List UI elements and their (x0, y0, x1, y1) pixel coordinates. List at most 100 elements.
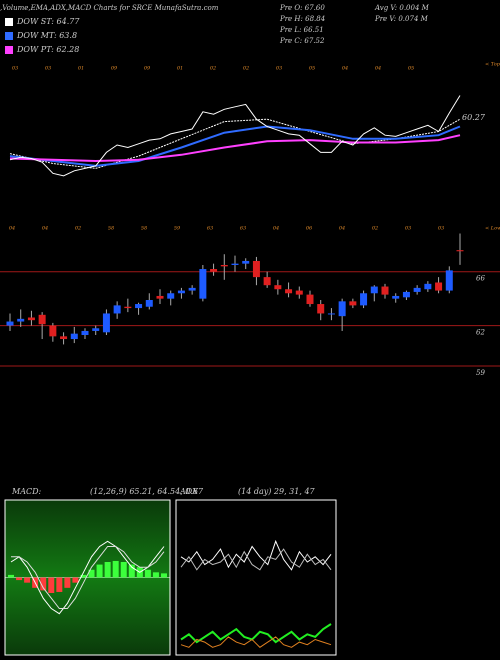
histogram-bar (120, 562, 127, 578)
date-label: 03 (405, 226, 411, 232)
candle-body (145, 300, 153, 307)
candle-body (60, 336, 68, 340)
legend-text: DOW MT: 63.8 (16, 31, 77, 40)
candle-body (435, 282, 443, 291)
histogram-bar (161, 573, 167, 578)
macd-label: MACD: (11, 487, 42, 496)
candle-body (92, 328, 100, 331)
candle-body (370, 286, 378, 294)
adx-label: ADX (179, 487, 198, 496)
date-label: 58 (108, 226, 114, 232)
histogram-bar (80, 574, 87, 578)
candle-body (70, 333, 78, 340)
date-label: 06 (306, 226, 313, 232)
adx-params: (14 day) 29, 31, 47 (238, 487, 316, 496)
info-text: Pre V: 0.074 M (374, 15, 429, 23)
date-label: 04 (9, 226, 15, 232)
date-label: 03 (276, 66, 282, 72)
date-label: 58 (141, 226, 147, 232)
adx-line (180, 623, 332, 644)
info-text: Pre H: 68.84 (279, 15, 325, 23)
tops-label: < Tops (485, 62, 500, 68)
histogram-bar (56, 577, 63, 592)
ema-line (9, 125, 461, 167)
date-label: 03 (12, 66, 18, 72)
candle-body (424, 283, 432, 290)
candle-body (327, 313, 335, 315)
adx-panel (175, 499, 337, 656)
date-label: 04 (375, 66, 381, 72)
candle-body (349, 301, 357, 306)
candle-body (338, 301, 346, 317)
histogram-bar (144, 569, 151, 578)
histogram-bar (72, 577, 79, 583)
histogram-bar (48, 577, 55, 593)
candle-body (252, 260, 260, 278)
y-tick-label: 59 (476, 369, 485, 377)
candle-body (210, 269, 218, 272)
info-text: Pre C: 67.52 (279, 37, 325, 45)
candle-body (27, 317, 35, 321)
candle-body (242, 260, 250, 264)
candle-body (402, 291, 410, 298)
histogram-bar (112, 560, 119, 578)
date-label: 05 (309, 66, 315, 72)
date-label: 02 (372, 226, 378, 232)
candle-body (445, 270, 453, 291)
candle-body (295, 290, 303, 295)
info-text: Avg V: 0.004 M (374, 4, 430, 12)
info-text: Pre L: 66.51 (279, 26, 324, 34)
candle-body (49, 325, 57, 337)
candle-body (413, 287, 421, 292)
date-label: 01 (78, 66, 84, 72)
candle-body (167, 293, 175, 299)
date-label: 04 (42, 226, 48, 232)
histogram-bar (16, 577, 23, 581)
histogram-bar (104, 562, 111, 578)
candle-body (81, 330, 89, 335)
candle-body (124, 306, 132, 309)
candle-body (6, 321, 14, 326)
candle-body (17, 318, 25, 322)
page-title: Price,Volume,EMA,ADX,MACD Charts for SRC… (0, 4, 219, 12)
histogram-bar (128, 564, 135, 578)
histogram-bar (64, 577, 71, 588)
legend-text: DOW PT: 62.28 (16, 45, 79, 54)
candle-body (38, 314, 46, 325)
lows-label: < Lows (485, 226, 500, 232)
date-label: 04 (339, 226, 345, 232)
adx-line (180, 548, 332, 571)
date-label: 09 (111, 66, 118, 72)
price-line (9, 95, 461, 177)
histogram-bar (96, 564, 103, 578)
date-label: 01 (177, 66, 183, 72)
date-label: 04 (273, 226, 279, 232)
y-tick-label: 66 (476, 275, 485, 283)
date-label: 03 (438, 226, 444, 232)
y-tick-label: 62 (476, 329, 485, 337)
candle-body (456, 250, 464, 252)
candle-body (306, 294, 314, 305)
date-label: 09 (144, 66, 151, 72)
candle-body (102, 313, 110, 333)
histogram-bar (152, 572, 159, 578)
adx-line (180, 636, 332, 648)
macd-params: (12,26,9) 65.21, 64.54, 0.67 (90, 487, 204, 496)
legend-swatch (5, 18, 13, 26)
candle-body (188, 287, 196, 291)
macd-line (11, 546, 165, 609)
candle-body (135, 304, 143, 309)
date-label: 05 (408, 66, 414, 72)
histogram-bar (40, 577, 47, 591)
date-label: 02 (75, 226, 81, 232)
candle-body (317, 304, 325, 314)
candle-body (113, 305, 121, 314)
histogram-bar (88, 569, 95, 578)
candle-body (274, 285, 282, 290)
macd-line (10, 540, 165, 615)
last-price-label: 60.27 (462, 113, 486, 122)
legend-text: DOW ST: 64.77 (16, 17, 80, 26)
candle-body (285, 289, 293, 294)
histogram-bar (8, 574, 14, 578)
